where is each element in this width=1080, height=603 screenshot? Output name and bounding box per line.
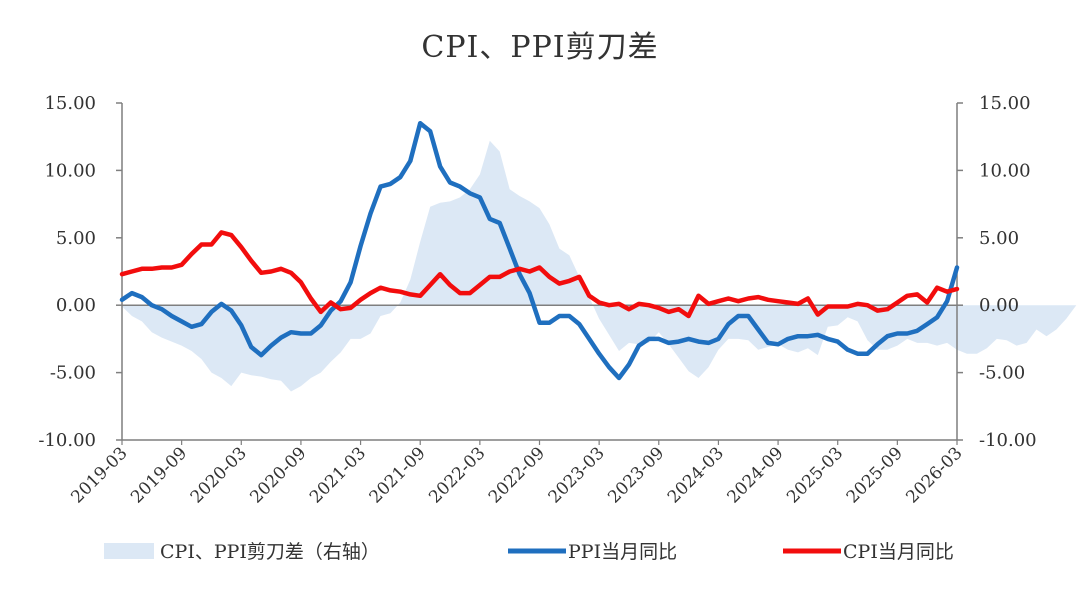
legend-swatch-spread — [104, 543, 154, 559]
legend-label-ppi: PPI当月同比 — [568, 541, 677, 563]
x-tick-label: 2019-03 — [67, 443, 131, 507]
lines-layer — [119, 120, 960, 381]
y-right-tick-label: 0.00 — [979, 295, 1019, 316]
y-left-tick-label: 10.00 — [44, 160, 96, 181]
y-right-tick-label: 15.00 — [979, 93, 1031, 114]
x-tick-label: 2024-09 — [724, 443, 788, 507]
spread-area-layer — [122, 140, 1077, 392]
x-tick-label: 2022-03 — [425, 443, 489, 507]
legend-label-spread: CPI、PPI剪刀差（右轴） — [160, 541, 380, 563]
y-left-tick-label: -5.00 — [50, 363, 96, 384]
x-tick-label: 2025-09 — [843, 443, 907, 507]
x-tick-label: 2020-09 — [246, 443, 310, 507]
ppi-line — [119, 120, 960, 381]
x-tick-label: 2024-03 — [664, 443, 728, 507]
legend-label-cpi: CPI当月同比 — [843, 541, 954, 563]
x-tick-label: 2021-09 — [366, 443, 430, 507]
x-tick-label: 2025-03 — [783, 443, 847, 507]
x-tick-label: 2023-03 — [545, 443, 609, 507]
axes-layer — [116, 102, 963, 445]
y-left-tick-label: 0.00 — [56, 295, 96, 316]
y-left-tick-label: -10.00 — [38, 430, 96, 451]
x-tick-label: 2023-09 — [604, 443, 668, 507]
legend: CPI、PPI剪刀差（右轴） PPI当月同比 CPI当月同比 — [104, 541, 954, 563]
y-left-tick-label: 15.00 — [44, 93, 96, 114]
cpi-line — [119, 230, 960, 319]
x-tick-label: 2022-09 — [485, 443, 549, 507]
x-tick-label: 2026-03 — [902, 443, 966, 507]
y-right-tick-label: 10.00 — [979, 160, 1031, 181]
y-right-tick-label: -5.00 — [979, 363, 1025, 384]
y-right-tick-label: 5.00 — [979, 228, 1019, 249]
y-left-tick-label: 5.00 — [56, 228, 96, 249]
spread-area — [122, 140, 1077, 392]
chart-title: CPI、PPI剪刀差 — [421, 30, 659, 65]
y-right-tick-label: -10.00 — [979, 430, 1037, 451]
x-tick-label: 2019-09 — [127, 443, 191, 507]
x-tick-label: 2020-03 — [187, 443, 251, 507]
x-tick-label: 2021-03 — [306, 443, 370, 507]
